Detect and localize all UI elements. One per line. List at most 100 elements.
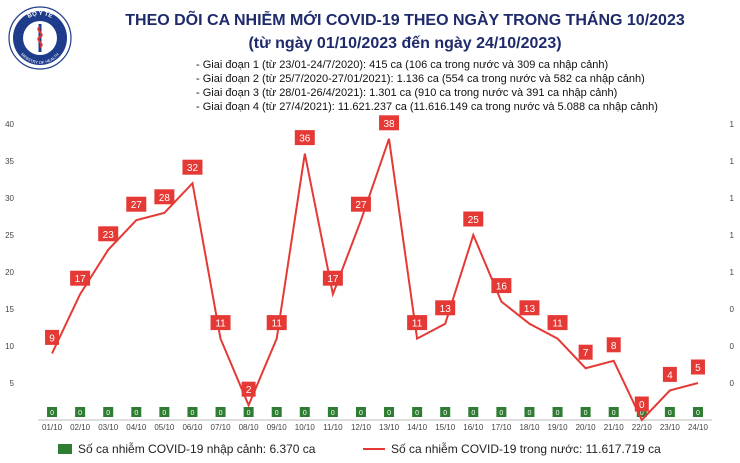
right-y-tick-label: 1: [730, 194, 735, 203]
x-tick-label: 10/10: [295, 423, 316, 432]
imported-bar: [524, 407, 535, 417]
phase-item-4: Giai đoạn 4 (từ 27/4/2021): 11.621.237 c…: [196, 100, 658, 114]
y-tick-label: 30: [5, 194, 14, 203]
domestic-data-label: 25: [468, 215, 480, 226]
x-tick-label: 13/10: [379, 423, 400, 432]
x-tick-label: 17/10: [491, 423, 512, 432]
svg-text:BỘ Y TẾ: BỘ Y TẾ: [27, 9, 54, 20]
x-tick-label: 20/10: [576, 423, 597, 432]
legend-label-imported: Số ca nhiễm COVID-19 nhập cảnh: 6.370 ca: [78, 442, 316, 456]
domestic-data-label-box: [294, 130, 315, 146]
x-tick-label: 23/10: [660, 423, 681, 432]
x-tick-label: 01/10: [42, 423, 63, 432]
imported-data-label: 0: [106, 410, 110, 417]
x-tick-label: 16/10: [463, 423, 484, 432]
phase-item-2: Giai đoạn 2 (từ 25/7/2020-27/01/2021): 1…: [196, 72, 658, 86]
x-tick-label: 11/10: [323, 423, 343, 432]
imported-bar: [468, 407, 479, 417]
imported-data-label: 0: [219, 410, 223, 417]
imported-bar: [327, 407, 338, 417]
domestic-data-label: 28: [159, 193, 171, 204]
imported-bar: [271, 407, 282, 417]
imported-bar: [243, 407, 254, 417]
domestic-data-label: 0: [639, 400, 645, 411]
domestic-data-label: 17: [327, 274, 339, 285]
imported-data-label: 0: [50, 410, 54, 417]
imported-data-label: 0: [78, 410, 82, 417]
imported-bar: [215, 407, 226, 417]
y-tick-label: 5: [10, 379, 15, 388]
x-tick-label: 05/10: [154, 423, 175, 432]
domestic-series-line: [51, 138, 699, 422]
domestic-data-label-box: [98, 226, 119, 242]
imported-bar: [636, 407, 647, 417]
domestic-data-label: 13: [440, 304, 452, 315]
x-tick-label: 03/10: [98, 423, 119, 432]
domestic-data-label-box: [350, 196, 371, 212]
domestic-data-label-box: [547, 315, 568, 331]
imported-data-label: 0: [528, 410, 532, 417]
imported-data-label: 0: [471, 410, 475, 417]
imported-data-label: 0: [331, 410, 335, 417]
chart-title: THEO DÕI CA NHIỄM MỚI COVID-19 THEO NGÀY…: [125, 12, 685, 29]
x-tick-label: 12/10: [351, 423, 372, 432]
domestic-data-label: 11: [412, 319, 423, 330]
imported-bar: [355, 407, 366, 417]
imported-bar: [580, 407, 591, 417]
imported-bar: [496, 407, 507, 417]
ministry-logo: BỘ Y TẾ MINISTRY OF HEALTH: [8, 6, 72, 70]
domestic-data-label: 27: [131, 200, 143, 211]
imported-data-label: 0: [275, 410, 279, 417]
right-y-tick-label: 1: [730, 120, 735, 129]
x-tick-label: 21/10: [604, 423, 625, 432]
domestic-data-label-box: [606, 337, 621, 353]
domestic-data-label-box: [379, 115, 400, 131]
domestic-data-label-box: [690, 359, 705, 375]
imported-data-label: 0: [303, 410, 307, 417]
logo-text-top: BỘ Y TẾ: [27, 9, 54, 20]
domestic-data-label-box: [210, 315, 231, 331]
x-tick-label: 08/10: [239, 423, 260, 432]
phase-summary-list: Giai đoạn 1 (từ 23/01-24/7/2020): 415 ca…: [196, 58, 658, 114]
imported-data-label: 0: [640, 410, 644, 417]
imported-bar: [47, 407, 58, 417]
x-tick-label: 15/10: [435, 423, 456, 432]
domestic-data-label-box: [266, 315, 287, 331]
domestic-data-label: 9: [49, 333, 55, 344]
imported-data-label: 0: [443, 410, 447, 417]
y-tick-label: 15: [5, 305, 14, 314]
legend-label-domestic: Số ca nhiễm COVID-19 trong nước: 11.617.…: [391, 442, 661, 456]
x-tick-label: 22/10: [632, 423, 653, 432]
imported-data-label: 0: [668, 410, 672, 417]
imported-data-label: 0: [191, 410, 195, 417]
y-tick-label: 20: [5, 268, 14, 277]
domestic-data-label: 2: [246, 385, 252, 396]
legend-swatch-imported: [58, 444, 72, 454]
right-y-tick-label: 1: [730, 157, 735, 166]
imported-bar: [412, 407, 423, 417]
legend-swatch-domestic: [363, 448, 385, 450]
imported-data-label: 0: [556, 410, 560, 417]
domestic-data-label: 16: [496, 282, 508, 293]
domestic-data-label: 13: [524, 304, 536, 315]
domestic-data-label-box: [126, 196, 147, 212]
imported-data-label: 0: [162, 410, 166, 417]
domestic-data-label: 8: [611, 341, 617, 352]
imported-data-label: 0: [499, 410, 503, 417]
x-tick-label: 09/10: [267, 423, 288, 432]
legend-item-domestic: Số ca nhiễm COVID-19 trong nước: 11.617.…: [363, 442, 661, 456]
domestic-data-label-box: [634, 396, 649, 412]
imported-bar: [131, 407, 142, 417]
x-tick-label: 24/10: [688, 423, 709, 432]
domestic-data-label: 36: [299, 134, 311, 145]
chart-subtitle: (từ ngày 01/10/2023 đến ngày 24/10/2023): [248, 35, 562, 52]
domestic-data-label: 38: [383, 119, 395, 130]
domestic-data-label-box: [578, 344, 593, 360]
legend-item-imported: Số ca nhiễm COVID-19 nhập cảnh: 6.370 ca: [58, 442, 315, 456]
imported-bar: [103, 407, 114, 417]
imported-data-label: 0: [387, 410, 391, 417]
imported-data-label: 0: [247, 410, 251, 417]
imported-bar: [187, 407, 198, 417]
imported-bar: [608, 407, 619, 417]
